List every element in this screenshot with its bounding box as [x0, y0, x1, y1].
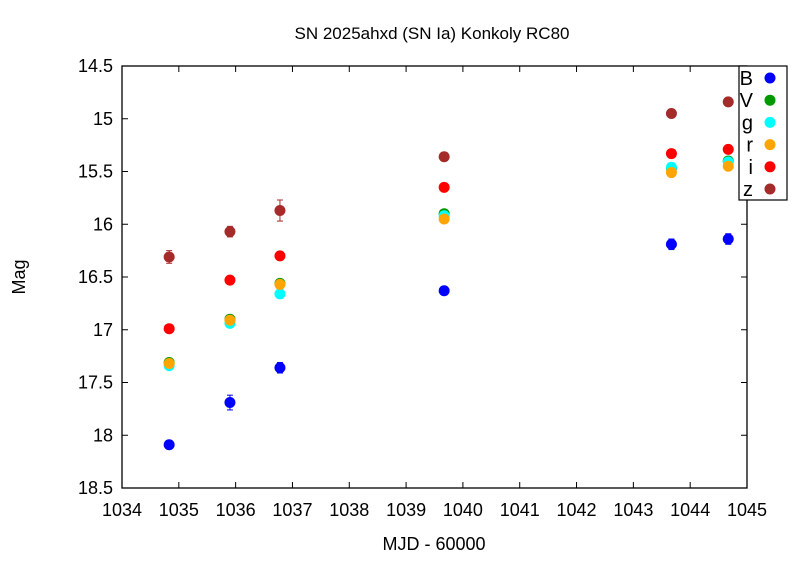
x-tick-label: 1034 [102, 500, 142, 520]
data-point-r [274, 278, 286, 290]
legend-label: g [742, 112, 753, 134]
data-point-B [163, 439, 175, 451]
legend-marker [764, 116, 776, 128]
legend-label: B [740, 68, 753, 90]
chart-title: SN 2025ahxd (SN Ia) Konkoly RC80 [295, 24, 570, 43]
y-tick-label: 18.5 [78, 478, 113, 498]
data-point-i [163, 323, 175, 335]
data-point-r [665, 167, 677, 179]
data-point-r [163, 358, 175, 370]
y-tick-label: 16.5 [78, 267, 113, 287]
data-point-r [722, 160, 734, 172]
data-point-B [224, 397, 236, 409]
x-tick-label: 1035 [159, 500, 199, 520]
data-point-z [722, 96, 734, 108]
plot-frame [121, 65, 748, 489]
data-point-i [722, 143, 734, 155]
y-tick-label: 17.5 [78, 373, 113, 393]
x-tick-label: 1044 [670, 500, 710, 520]
data-point-g [274, 288, 286, 300]
data-point-B [665, 238, 677, 250]
legend-label: z [743, 179, 753, 201]
data-point-z [438, 151, 450, 163]
data-point-B [722, 233, 734, 245]
data-point-B [274, 362, 286, 374]
data-point-i [665, 148, 677, 160]
x-tick-label: 1041 [500, 500, 540, 520]
legend-label: r [746, 135, 753, 157]
legend-label: i [749, 157, 753, 179]
x-tick-label: 1039 [386, 500, 426, 520]
legend-marker [764, 94, 776, 106]
legend-marker [764, 139, 776, 151]
legend-marker [764, 161, 776, 173]
y-tick-label: 16 [93, 214, 113, 234]
legend-box [738, 65, 788, 201]
x-tick-label: 1040 [443, 500, 483, 520]
y-tick-label: 17 [93, 320, 113, 340]
data-point-r [224, 314, 236, 326]
data-point-i [438, 181, 450, 193]
y-tick-label: 18 [93, 425, 113, 445]
series-r [163, 160, 734, 370]
x-tick-label: 1038 [329, 500, 369, 520]
x-tick-label: 1045 [727, 500, 767, 520]
x-tick-label: 1043 [613, 500, 653, 520]
legend-label: V [740, 90, 754, 112]
y-axis-label: Mag [9, 259, 29, 294]
series-B [163, 233, 734, 451]
data-point-i [274, 250, 286, 262]
y-tick-label: 14.5 [78, 56, 113, 76]
legend-marker [764, 72, 776, 84]
x-tick-label: 1036 [216, 500, 256, 520]
axes: 1034 1035 1036 1037 1038 1039 1040 1041 1042 1043… [78, 56, 767, 520]
data-point-r [438, 213, 450, 225]
data-point-i [224, 274, 236, 286]
data-point-z [224, 226, 236, 238]
y-tick-label: 15.5 [78, 162, 113, 182]
data-points [163, 96, 734, 451]
x-axis-label: MJD - 60000 [382, 534, 485, 554]
legend-marker [764, 183, 776, 195]
series-z [163, 96, 734, 264]
series-i [163, 143, 734, 335]
data-point-z [274, 205, 286, 217]
y-tick-label: 15 [93, 109, 113, 129]
data-point-B [438, 285, 450, 297]
data-point-z [665, 107, 677, 119]
x-tick-label: 1037 [272, 500, 312, 520]
x-tick-label: 1042 [557, 500, 597, 520]
data-point-z [163, 251, 175, 263]
